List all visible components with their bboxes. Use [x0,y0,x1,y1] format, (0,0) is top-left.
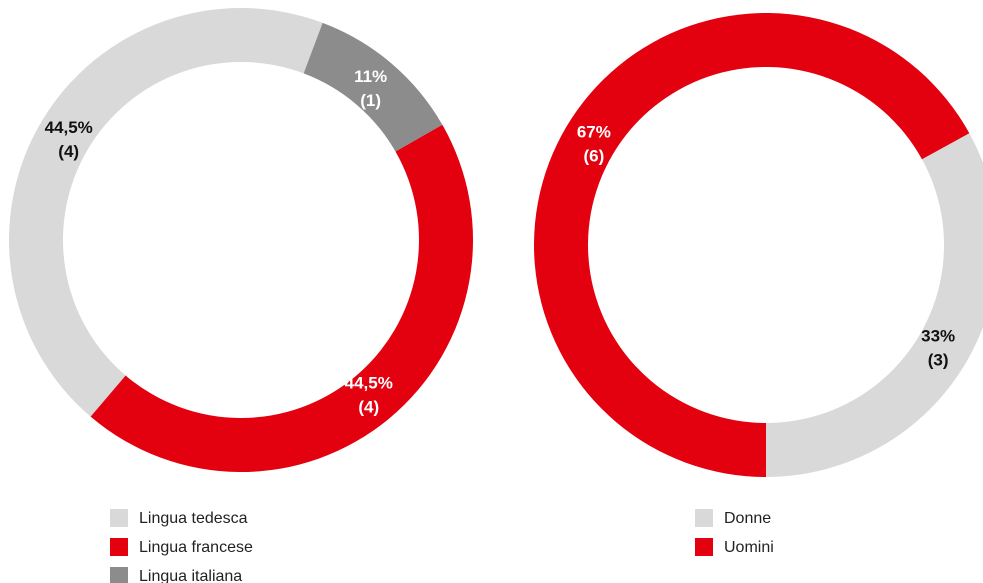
value-label: 33% [921,326,955,345]
count-label: (6) [583,147,604,166]
legend-swatch [110,538,128,556]
donut-segment [9,8,323,417]
legend-label: Lingua tedesca [139,510,248,527]
value-label: 44,5% [345,373,393,392]
count-label: (4) [58,142,79,161]
count-label: (1) [360,91,381,110]
donut-segment [90,124,474,473]
donut-segment [303,22,443,152]
legend-label: Lingua italiana [139,568,242,583]
value-label: 11% [354,67,387,86]
count-label: (3) [928,350,949,369]
legend-swatch [695,509,713,527]
legend-label: Donne [724,510,771,527]
value-label: 44,5% [45,118,93,137]
legend-swatch [110,567,128,583]
count-label: (4) [358,397,379,416]
value-label: 67% [577,123,611,142]
donut-segment [766,133,983,477]
legend-label: Lingua francese [139,539,253,556]
legend-swatch [695,538,713,556]
legend-swatch [110,509,128,527]
legend-label: Uomini [724,539,774,556]
